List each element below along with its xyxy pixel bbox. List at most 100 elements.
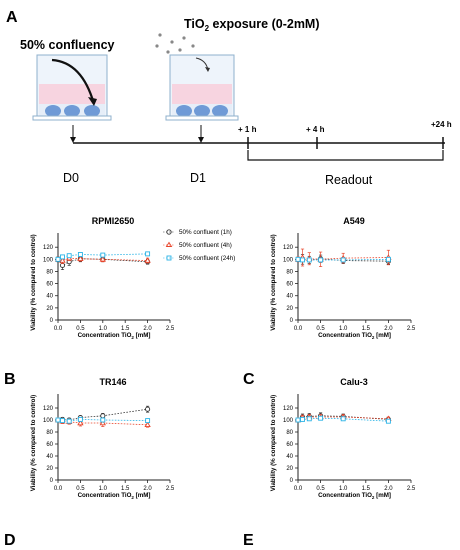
time-label-24h: +24 h [431,120,452,129]
schematic: 50% confluency TiO2 exposure (0-2mM) [20,17,452,187]
x-axis-label: Concentration TiO2 [mM] [78,332,151,340]
x-tick-label: 1.0 [99,326,108,332]
series-3 [295,256,391,263]
data-point [306,416,312,422]
panel-label-e: E [243,532,254,549]
particles-icon [155,33,195,62]
day-label-d0: D0 [63,171,79,185]
x-tick-label: 0.5 [316,326,325,332]
y-tick-label: 0 [50,318,54,324]
x-tick-label: 2.0 [143,486,152,492]
data-point [318,257,324,263]
y-tick-label: 100 [283,418,294,424]
time-label-1h: + 1 h [238,125,257,134]
y-tick-label: 80 [46,269,53,275]
data-point [340,257,346,263]
x-tick-label: 1.0 [99,486,108,492]
panel-label-c: C [243,371,255,388]
y-tick-label: 120 [283,245,294,251]
y-tick-label: 40 [46,294,53,300]
data-point [60,418,65,424]
data-point [77,416,83,422]
y-tick-label: 20 [286,306,293,312]
y-tick-label: 0 [50,478,54,484]
data-point [66,253,72,259]
y-tick-label: 40 [286,454,293,460]
data-point [100,417,106,423]
exposure-label: TiO2 exposure (0-2mM) [184,17,320,33]
x-axis-label: Concentration TiO2 [mM] [318,332,391,340]
x-tick-label: 2.5 [166,326,175,332]
x-tick-label: 0.0 [294,326,303,332]
chart-rpmi2650: RPMI2650 0 20 40 60 80 100 120 0.0 0.5 1.0 1.5 2.0 2.… [30,216,175,340]
y-tick-label: 40 [286,294,293,300]
x-tick-label: 1.0 [339,486,348,492]
confluency-label: 50% confluency [20,38,115,52]
data-point [385,256,391,262]
x-tick-label: 0.5 [76,486,85,492]
y-tick-label: 20 [286,466,293,472]
x-tick-label: 2.0 [384,486,393,492]
chart-title: TR146 [99,377,126,387]
legend-label-1h: 50% confluent (1h) [179,229,232,236]
y-tick-label: 60 [46,442,53,448]
legend-label-4h: 50% confluent (4h) [179,242,232,249]
data-point [340,416,346,422]
x-tick-label: 2.5 [166,486,175,492]
data-point [295,256,301,262]
x-tick-label: 0.0 [54,326,63,332]
x-tick-label: 0.5 [76,326,85,332]
chart-a549: A549 0 20 40 60 80 100 120 0.0 0.5 1.0 1.5 2.0 2.5 Con… [270,216,416,340]
series-3 [55,416,151,424]
y-tick-label: 60 [46,282,53,288]
y-tick-label: 0 [290,478,294,484]
legend-label-24h: 50% confluent (24h) [179,255,235,262]
x-tick-label: 1.5 [362,486,371,492]
data-point [99,419,106,426]
y-axis-label: Viability (% compared to control) [30,395,37,492]
data-point [385,418,391,424]
data-point [144,257,151,263]
y-tick-label: 20 [46,466,53,472]
day-label-d1: D1 [190,171,206,185]
legend-item-1h: 50% confluent (1h) [163,229,232,236]
data-point [77,255,84,261]
y-tick-label: 120 [43,406,54,412]
legend-marker-4h [165,241,173,247]
data-point [55,417,61,423]
y-tick-label: 60 [286,442,293,448]
well-plate-d0-icon [32,54,112,121]
y-tick-label: 40 [46,454,53,460]
chart-title: Calu-3 [340,377,368,387]
x-axis-label: Concentration TiO2 [mM] [78,492,151,500]
data-point [77,252,83,257]
x-tick-label: 1.5 [362,326,371,332]
data-point [99,256,106,262]
x-axis-label: Concentration TiO2 [mM] [318,492,391,500]
panel-label-d: D [4,532,16,549]
time-label-4h: + 4 h [306,125,325,134]
data-point [60,254,65,260]
data-point [145,251,151,257]
chart-title: RPMI2650 [92,216,135,226]
y-tick-label: 80 [286,269,293,275]
data-point [144,421,151,428]
y-axis-label: Viability (% compared to control) [270,234,277,331]
x-tick-label: 1.0 [339,326,348,332]
y-axis-label: Viability (% compared to control) [30,234,37,331]
x-tick-label: 2.5 [407,486,416,492]
y-tick-label: 100 [283,257,294,263]
readout-label: Readout [325,173,373,187]
data-point [55,256,61,262]
legend: 50% confluent (1h) 50% confluent (4h) 50… [163,229,235,262]
data-point [145,406,151,412]
panel-label-b: B [4,371,16,388]
x-tick-label: 0.5 [316,486,325,492]
data-point [77,419,84,426]
series-3 [55,251,151,262]
x-tick-label: 2.0 [384,326,393,332]
data-point [300,416,305,422]
data-point [306,257,312,263]
data-point [145,418,151,424]
